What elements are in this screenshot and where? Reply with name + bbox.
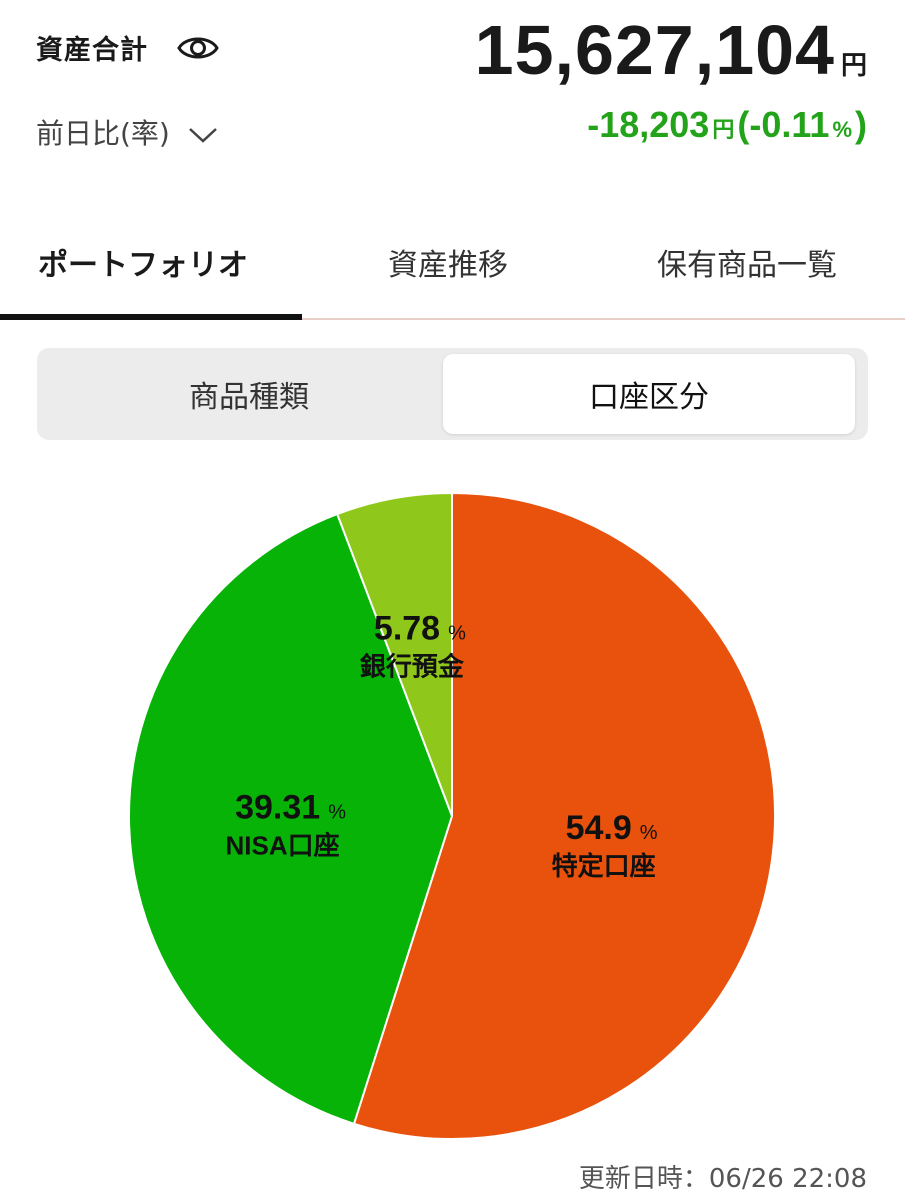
diff-amount-unit: 円	[712, 117, 735, 142]
segment-account-type[interactable]: 口座区分	[443, 354, 855, 434]
diff-paren-close: )	[855, 104, 867, 145]
total-assets-value: 15,627,104	[474, 11, 835, 89]
tab-holdings-list[interactable]: 保有商品一覧	[657, 248, 837, 283]
pie-slice-value-2: 5.78%	[374, 609, 466, 647]
pie-chart: 54.9 % 特定口座 39.31 % NISA口座 5.78 % 銀行預金	[128, 491, 776, 1140]
diff-rate-unit: %	[832, 117, 852, 142]
diff-rate: -0.11	[749, 104, 830, 145]
tab-bar: ポートフォリオ 資産推移 保有商品一覧	[0, 222, 905, 322]
diff-amount: -18,203	[587, 104, 710, 145]
active-tab-indicator	[0, 314, 302, 320]
updated-label: 更新日時：	[578, 1164, 709, 1194]
pie-slice-value-1: 39.31%	[235, 788, 346, 826]
tab-portfolio[interactable]: ポートフォリオ	[38, 248, 248, 283]
pie-slice-label-1: NISA口座	[225, 830, 339, 860]
pie-slice-label-2: 銀行預金	[360, 651, 465, 681]
segment-product-type[interactable]: 商品種類	[189, 380, 309, 415]
updated-timestamp: 更新日時：06/26 22:08	[579, 1158, 867, 1195]
diff-paren-open: (	[737, 104, 750, 145]
pie-slice-0[interactable]	[352, 491, 776, 1140]
total-assets-unit: 円	[840, 50, 867, 80]
pie-slice-1[interactable]	[128, 512, 454, 1126]
pie-slice-label-0: 特定口座	[552, 851, 656, 881]
updated-value: 06/26 22:08	[708, 1164, 867, 1194]
pie-slice-value-0: 54.9%	[566, 809, 658, 847]
pie-slice-2[interactable]	[335, 491, 453, 817]
diff-value: -18,203 円(-0.11%)	[587, 104, 867, 146]
tab-divider	[302, 318, 905, 320]
tab-asset-history[interactable]: 資産推移	[388, 248, 508, 283]
diff-label: 前日比(率)	[36, 117, 170, 150]
chevron-down-icon	[188, 128, 217, 143]
diff-selector[interactable]: 前日比(率)	[36, 112, 219, 152]
total-assets: 15,627,104 円	[475, 10, 867, 90]
eye-icon[interactable]	[176, 30, 220, 66]
segmented-control: 商品種類 口座区分	[37, 348, 868, 440]
asset-total-label: 資産合計	[36, 35, 148, 66]
